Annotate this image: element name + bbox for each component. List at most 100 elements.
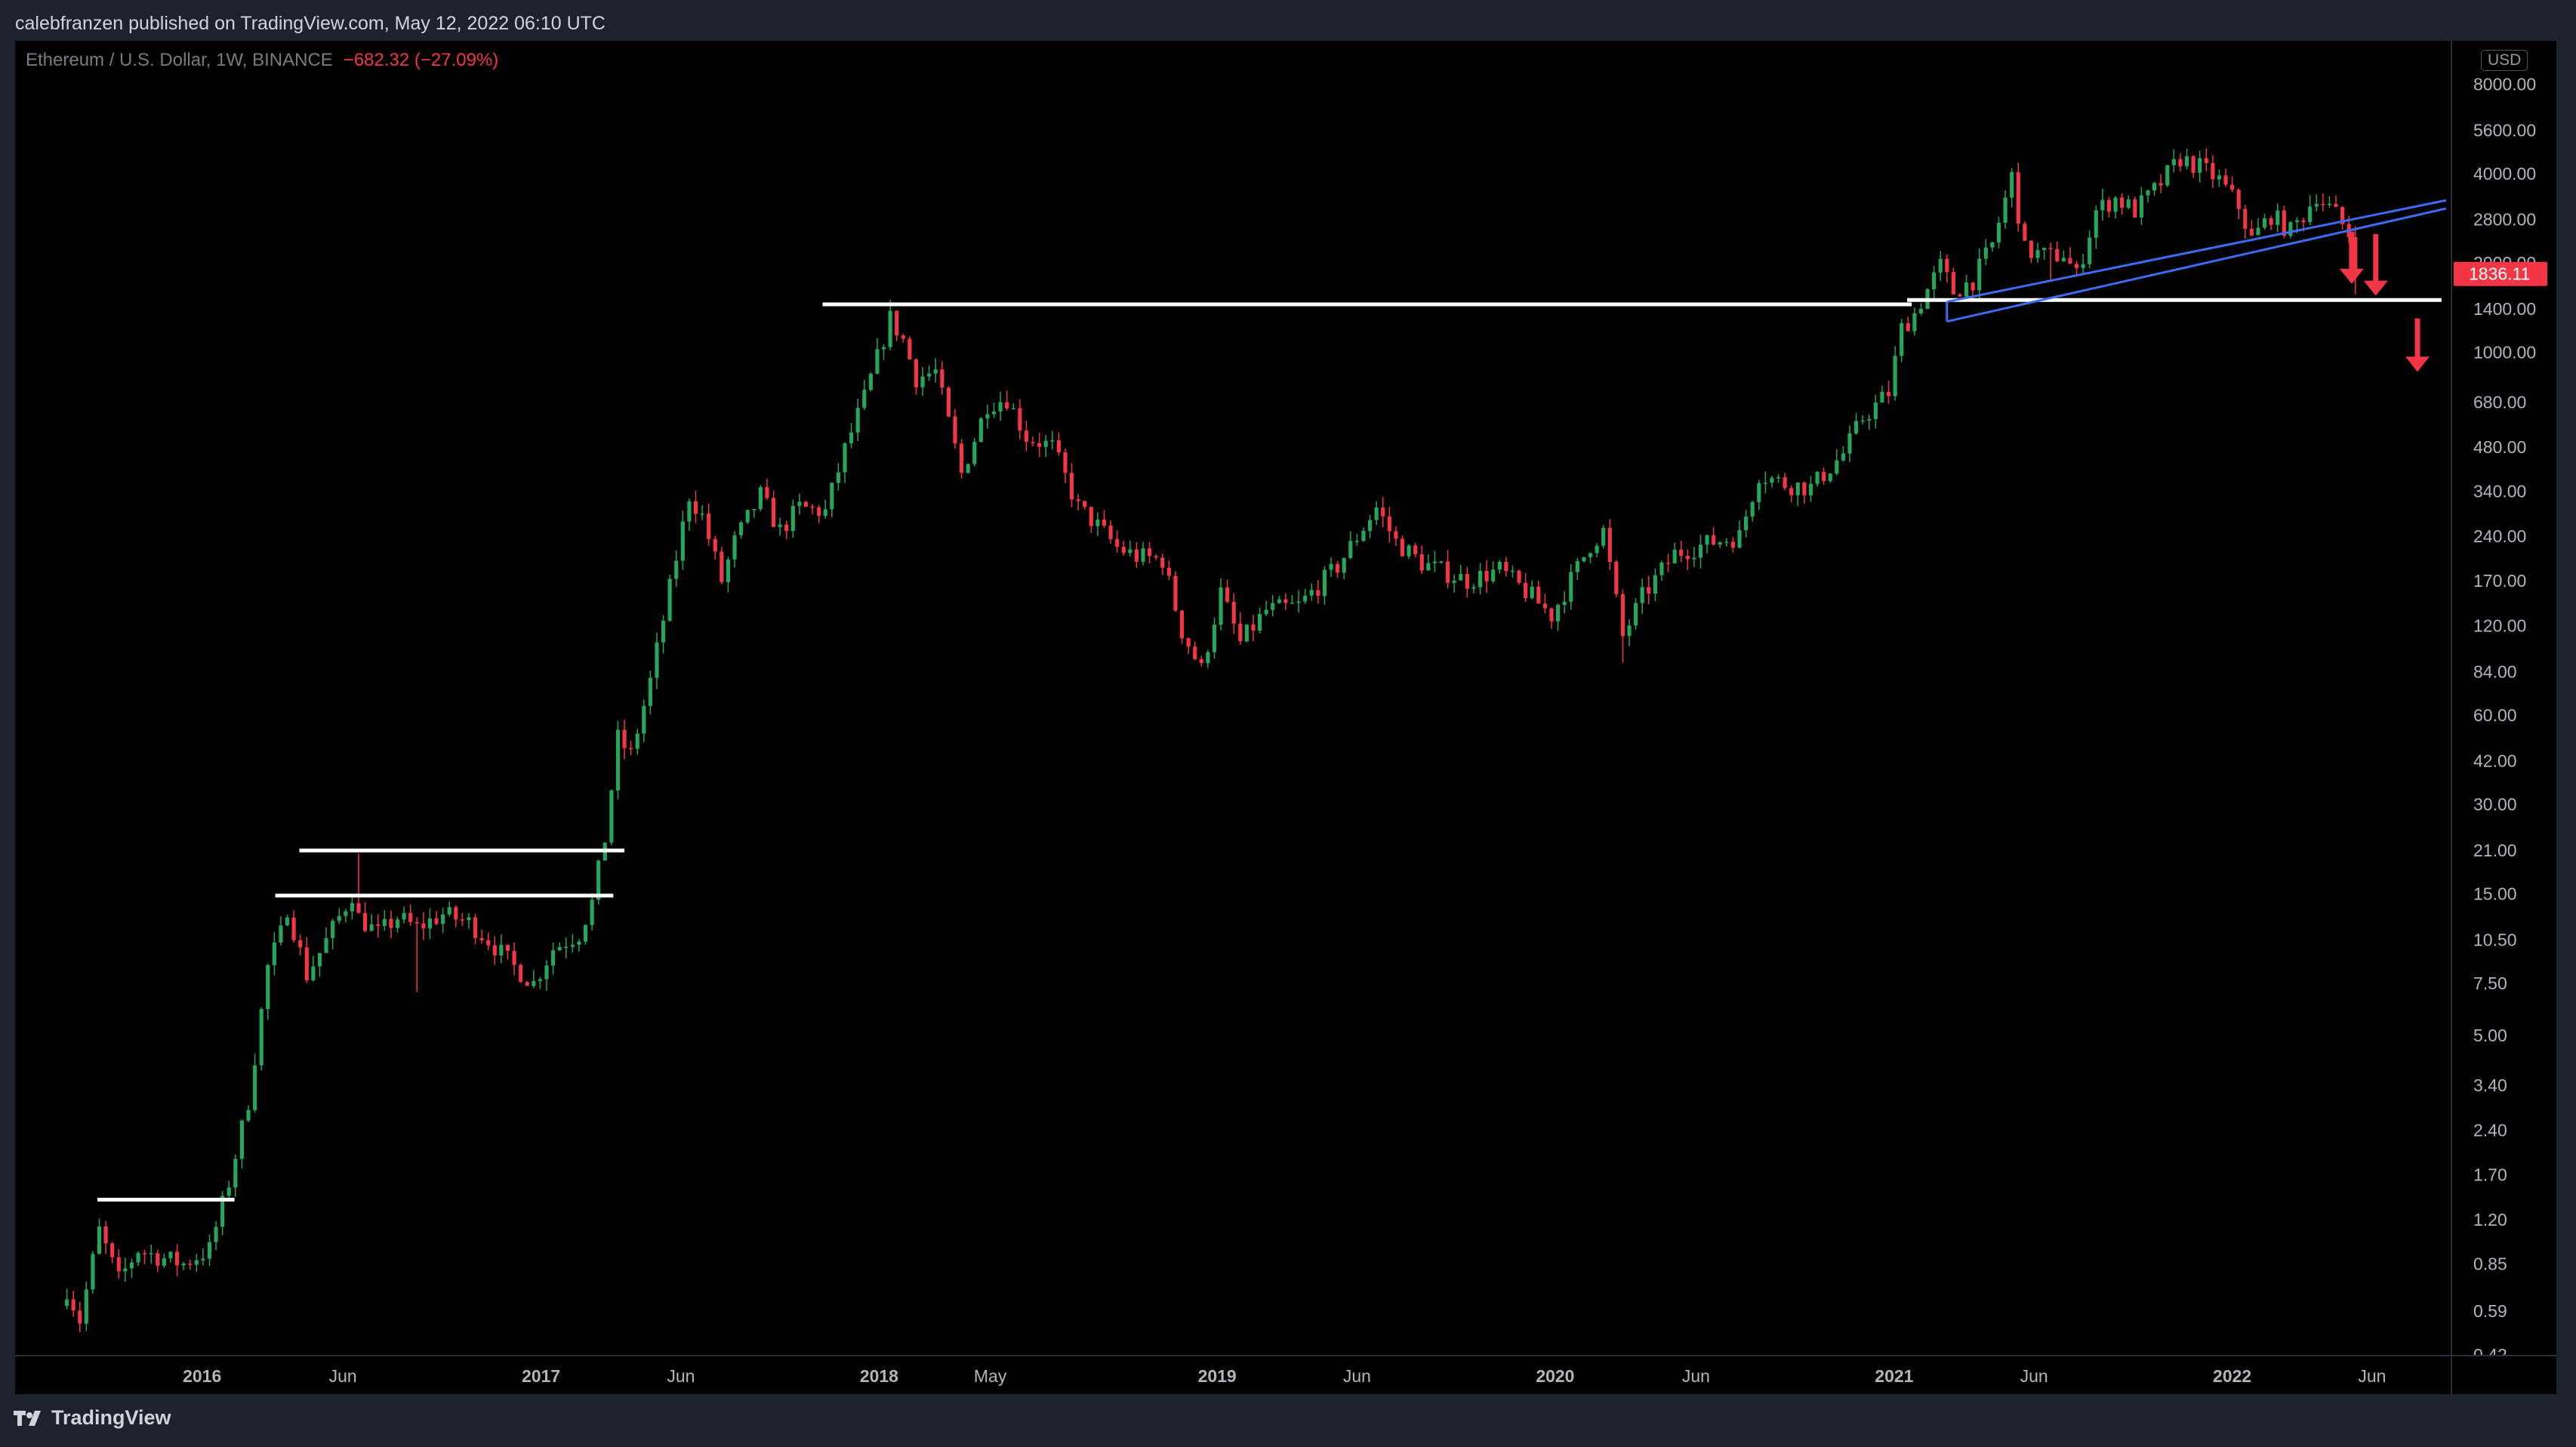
candle (1258, 607, 1262, 634)
candle (1478, 563, 1483, 595)
time-tick-label: 2016 (183, 1366, 221, 1386)
price-tick-label: 1000.00 (2473, 342, 2536, 362)
candle (1452, 574, 1456, 593)
candle (920, 367, 925, 396)
time-tick-label: May (974, 1366, 1007, 1386)
price-tick-label: 42.00 (2473, 751, 2517, 771)
candle (1413, 542, 1418, 558)
candle (1730, 537, 1736, 553)
candle (304, 936, 309, 983)
candle (551, 942, 556, 975)
candle (2321, 193, 2325, 211)
candle (2139, 187, 2143, 225)
price-tick-label: 5600.00 (2473, 120, 2536, 140)
candle (2327, 196, 2332, 208)
candle (1841, 446, 1845, 462)
candle (901, 334, 905, 343)
candle (2191, 155, 2195, 178)
candle (2081, 254, 2085, 276)
candle (1238, 612, 1243, 645)
candle (519, 963, 523, 983)
candle (201, 1248, 205, 1266)
candles-layer (65, 148, 2358, 1333)
price-tick-label: 10.50 (2473, 930, 2517, 949)
candle (1063, 449, 1068, 483)
candle (1056, 432, 1061, 456)
candle (862, 380, 867, 410)
candle (1303, 588, 1308, 604)
tradingview-footer: TradingView (14, 1406, 171, 1430)
price-tick-label: 84.00 (2473, 662, 2517, 681)
candle (1880, 385, 1884, 403)
candle (2094, 205, 2098, 249)
candle (1990, 241, 1995, 252)
candle (97, 1218, 102, 1255)
price-tick-label: 120.00 (2473, 616, 2526, 635)
candle (2262, 213, 2267, 230)
candle (2029, 240, 2034, 264)
candle (1588, 552, 1593, 563)
candle (719, 547, 724, 585)
chart-pane[interactable] (15, 41, 2451, 1355)
candle (1309, 583, 1314, 601)
candle (2152, 181, 2157, 196)
candle (2223, 168, 2228, 187)
candle (1536, 581, 1541, 604)
candle (123, 1257, 128, 1282)
trendline[interactable] (1946, 207, 2447, 323)
candle (1322, 566, 1327, 605)
price-axis[interactable]: 8000.005600.004000.002800.002000.001400.… (2451, 41, 2556, 1355)
candle (421, 912, 426, 940)
candle (1854, 412, 1859, 436)
candle (1692, 546, 1696, 567)
candle (771, 490, 776, 528)
candle (2035, 242, 2040, 263)
candle (369, 914, 374, 932)
price-tick-label: 0.42 (2473, 1345, 2507, 1355)
price-tick-label: 60.00 (2473, 705, 2517, 725)
candle (538, 976, 543, 989)
trendline[interactable] (1946, 199, 2447, 304)
price-tick-label: 2.40 (2473, 1120, 2507, 1140)
candle (1808, 476, 1813, 502)
candle (1336, 561, 1340, 578)
candle (1199, 656, 1203, 667)
candle (2003, 190, 2007, 229)
candle (1847, 425, 1852, 462)
candle (726, 557, 731, 593)
candle (888, 299, 892, 350)
time-tick-label: 2018 (860, 1366, 898, 1386)
candle (960, 439, 964, 479)
currency-label[interactable]: USD (2481, 50, 2528, 71)
candle (1945, 254, 1949, 283)
candle (467, 913, 471, 929)
candle (2217, 169, 2222, 187)
candle (1860, 415, 1865, 424)
candle (953, 409, 957, 449)
candle (1387, 507, 1391, 543)
candle (985, 404, 990, 429)
candle (434, 911, 439, 926)
time-axis[interactable]: 2016 Jun 2017 Jun 2018 May 2019 Jun 2020 Jun 2021 J… (15, 1355, 2451, 1394)
candle (1672, 542, 1677, 564)
candle (1439, 560, 1444, 564)
annotations-layer (97, 199, 2447, 1202)
candle (2106, 196, 2112, 218)
candle (927, 365, 932, 381)
candle (233, 1154, 238, 1197)
candle (978, 417, 983, 443)
candle (1037, 432, 1042, 458)
time-tick-label: Jun (329, 1366, 357, 1386)
candle (1783, 473, 1787, 491)
tradingview-logo-icon (14, 1410, 41, 1426)
candle (156, 1250, 160, 1273)
candle (868, 372, 873, 392)
candle (136, 1251, 140, 1267)
candle (78, 1301, 82, 1333)
candle (311, 955, 316, 982)
price-tick-label: 480.00 (2473, 437, 2526, 457)
candlestick-chart[interactable] (15, 41, 2451, 1355)
candle (2113, 196, 2118, 219)
candle (1283, 593, 1288, 610)
candle (499, 934, 504, 964)
